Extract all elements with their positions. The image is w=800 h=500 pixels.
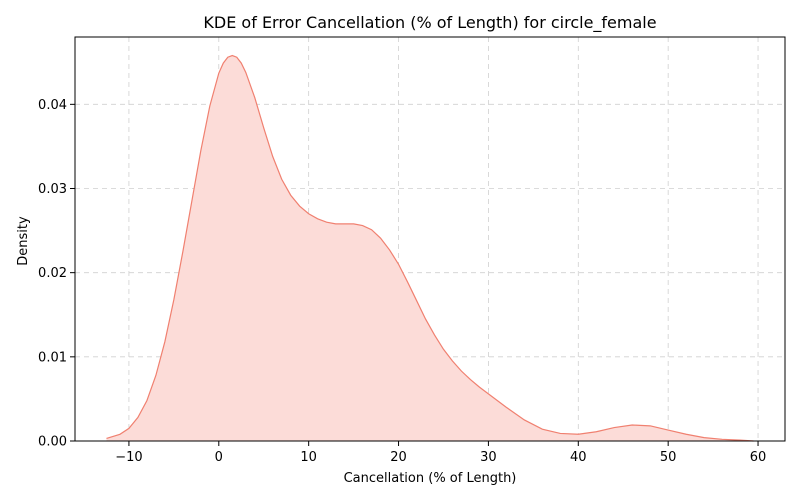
x-tick-label: 30 [480,450,497,465]
y-axis-label: Density [16,216,31,266]
x-tick-label: 20 [390,450,407,465]
y-tick-label: 0.01 [38,350,67,365]
y-axis-ticks: 0.00 0.01 0.02 0.03 0.04 [38,98,75,450]
kde-fill-area [106,55,754,442]
x-tick-label: −10 [115,450,142,465]
y-tick-label: 0.03 [38,182,67,197]
x-tick-label: 60 [750,450,767,465]
x-axis-label: Cancellation (% of Length) [344,471,517,486]
y-tick-label: 0.00 [38,435,67,450]
kde-line [106,54,754,442]
x-tick-label: 10 [300,450,317,465]
x-tick-label: 40 [570,450,587,465]
x-tick-label: 50 [660,450,677,465]
y-tick-label: 0.04 [38,98,67,113]
chart-title: KDE of Error Cancellation (% of Length) … [203,13,656,33]
x-tick-label: 0 [215,450,223,465]
plot-frame [74,36,786,442]
x-axis-ticks: −10 0 10 20 30 40 50 60 [115,441,766,465]
y-tick-label: 0.02 [38,266,67,281]
